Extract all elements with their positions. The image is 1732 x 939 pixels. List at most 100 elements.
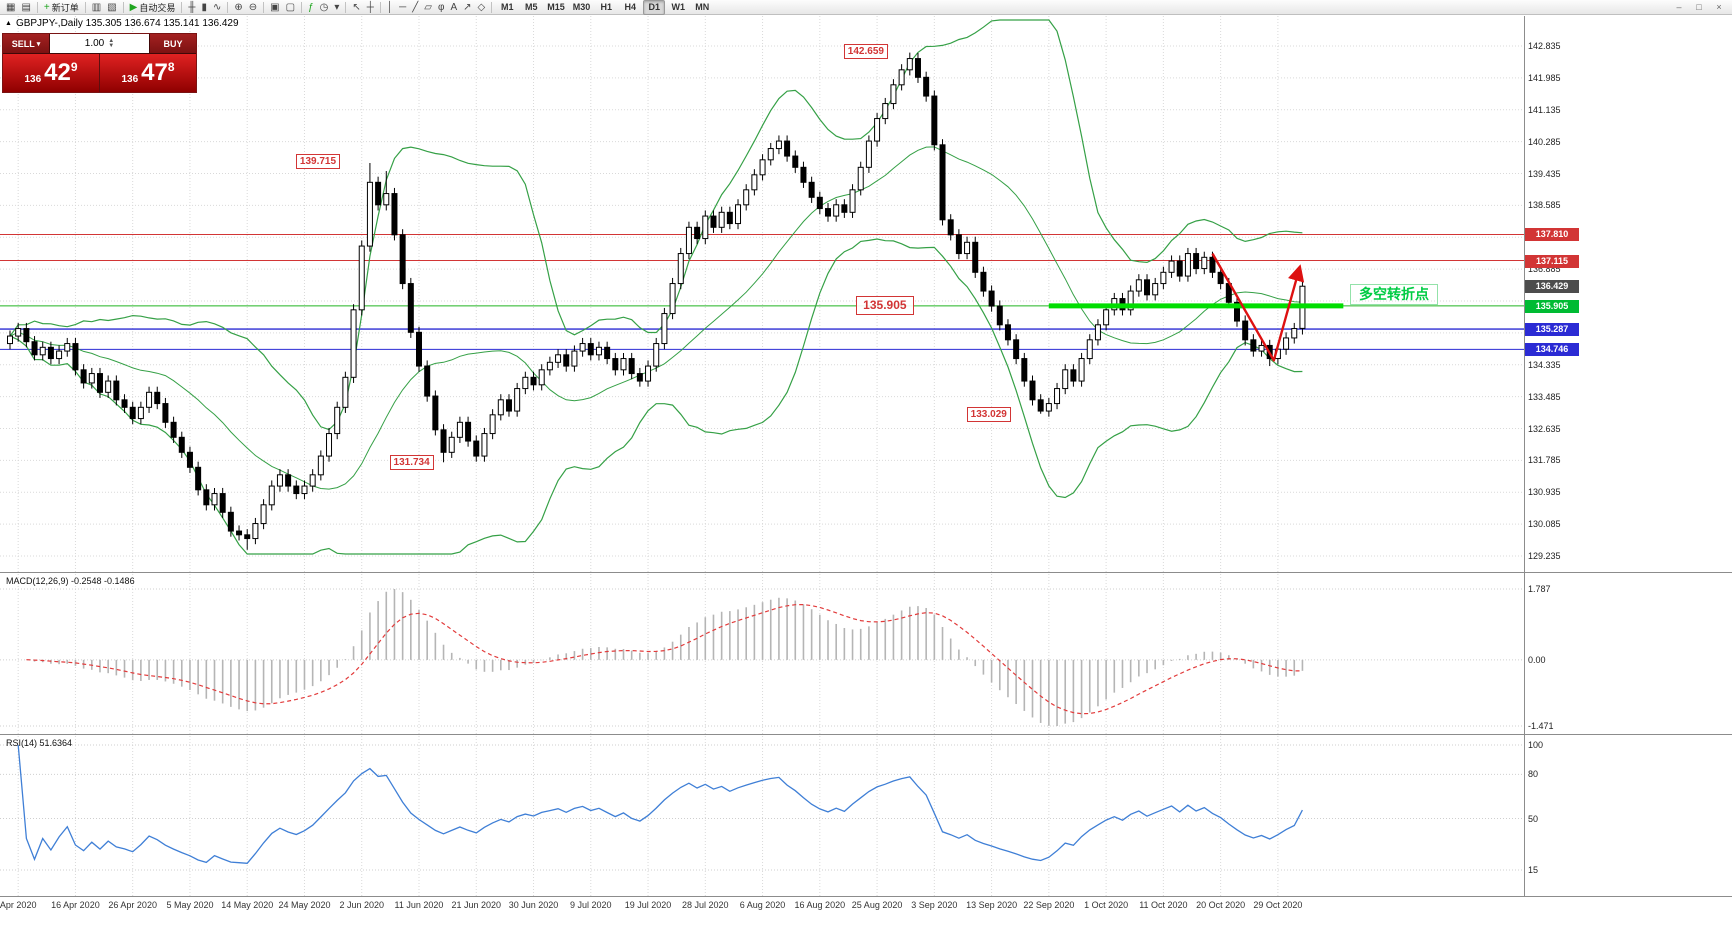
toolbar-separator <box>491 1 493 13</box>
chart-title-row: ▲ GBPJPY-,Daily 135.305 136.674 135.141 … <box>5 18 239 29</box>
price-callout-131.734[interactable]: 131.734 <box>389 455 434 471</box>
restore-button[interactable]: □ <box>1696 2 1702 12</box>
zoom-in-icon[interactable]: ⊕ <box>234 1 243 13</box>
price-callout-135.905[interactable]: 135.905 <box>856 295 914 315</box>
price-axis-tag-135.287: 135.287 <box>1525 323 1579 337</box>
indicators-icon[interactable]: ƒ <box>308 1 314 13</box>
main-toolbar: ▦ ▤ + 新订单 ▥ ▧ ▶ 自动交易 ╫ ▮ ∿ ⊕ ⊖ ▣ ▢ ƒ ◷ ▾ ↖ ┼ │ ─ ╱ ▱ φ A ↗ ◇ M1 M5 M15… <box>0 0 1732 15</box>
toolbar-separator <box>301 1 303 13</box>
timeframe-h1[interactable]: H1 <box>600 2 612 12</box>
line-chart-icon[interactable]: ∿ <box>213 1 222 13</box>
time-axis-label: 30 Jun 2020 <box>508 900 559 910</box>
price-axis-tick: 141.985 <box>1528 72 1561 83</box>
toolbar-separator <box>84 1 86 13</box>
sell-price-button[interactable]: 136 42 9 <box>3 54 99 92</box>
ask-pips: 47 <box>141 59 168 86</box>
macd-axis-zero: 0.00 <box>1528 654 1546 665</box>
shapes-icon[interactable]: ◇ <box>477 1 486 13</box>
time-axis-label: 25 Aug 2020 <box>851 900 903 910</box>
price-axis-tick: 129.235 <box>1528 551 1561 561</box>
price-axis-tag-134.746: 134.746 <box>1525 343 1579 357</box>
tile-windows-icon[interactable]: ▣ <box>270 1 280 13</box>
horizontal-line-icon[interactable]: ─ <box>399 1 407 13</box>
price-callout-139.715[interactable]: 139.715 <box>295 154 341 169</box>
price-axis-tag-136.429: 136.429 <box>1525 280 1579 294</box>
templates-icon[interactable]: ▾ <box>334 1 340 13</box>
volume-up-icon[interactable]: ▲ <box>108 37 115 44</box>
market-watch-icon[interactable]: ▥ <box>91 1 102 13</box>
turning-point-text-object[interactable]: 多空转折点 <box>1350 284 1438 305</box>
timeframe-h4[interactable]: H4 <box>624 2 636 12</box>
time-axis-label: 29 Oct 2020 <box>1253 900 1303 910</box>
sell-options-caret-icon[interactable]: ▾ <box>36 40 41 48</box>
timeframe-m30[interactable]: M30 <box>572 2 591 12</box>
price-axis-tick: 141.135 <box>1528 104 1561 115</box>
bid-big-figure: 136 <box>24 74 42 85</box>
time-axis-label: 3 Sep 2020 <box>911 900 958 910</box>
chart-title: GBPJPY-,Daily 135.305 136.674 135.141 13… <box>15 18 239 29</box>
periods-icon[interactable]: ◷ <box>319 1 329 13</box>
trendline-icon[interactable]: ╱ <box>412 1 419 13</box>
time-axis-label: 5 May 2020 <box>166 900 214 910</box>
price-axis-tick: 136.885 <box>1528 264 1561 275</box>
ask-point: 8 <box>167 60 175 74</box>
time-axis-label: 28 Jul 2020 <box>682 900 729 910</box>
minimize-button[interactable]: – <box>1676 2 1682 12</box>
price-axis-tick: 133.485 <box>1528 391 1561 402</box>
navigator-icon[interactable]: ▧ <box>107 1 117 13</box>
crosshair-icon[interactable]: ┼ <box>366 1 374 13</box>
one-click-trading-panel[interactable]: SELL ▾ 1.00 ▲ ▼ BUY 136 42 9 136 <box>2 33 197 93</box>
volume-down-icon[interactable]: ▼ <box>108 42 115 49</box>
time-axis-label: 14 May 2020 <box>221 900 274 910</box>
macd-indicator-label: MACD(12,26,9) -0.2548 -0.1486 <box>6 576 135 586</box>
timeframe-d1[interactable]: D1 <box>643 0 666 15</box>
channel-icon[interactable]: ▱ <box>424 1 432 13</box>
price-axis-tick: 132.635 <box>1528 423 1561 434</box>
timeframe-w1[interactable]: W1 <box>671 2 686 12</box>
time-axis-label: 2 Jun 2020 <box>339 900 384 910</box>
profiles-icon[interactable]: ▤ <box>21 1 31 13</box>
close-button[interactable]: × <box>1716 2 1722 12</box>
toolbar-separator <box>345 1 347 13</box>
price-callout-133.029[interactable]: 133.029 <box>966 406 1011 422</box>
price-callout-142.659[interactable]: 142.659 <box>843 43 888 59</box>
vertical-line-icon[interactable]: │ <box>386 1 394 13</box>
timeframe-m5[interactable]: M5 <box>524 2 538 12</box>
cursor-icon[interactable]: ↖ <box>352 1 361 13</box>
buy-button[interactable]: BUY <box>150 34 196 53</box>
price-axis-tick: 131.785 <box>1528 455 1561 466</box>
arrows-icon[interactable]: ↗ <box>463 1 472 13</box>
price-axis-tick: 138.585 <box>1528 200 1561 211</box>
candlestick-chart-icon[interactable]: ▮ <box>201 1 207 13</box>
toolbar-separator <box>36 1 38 13</box>
price-axis-tick: 130.935 <box>1528 487 1561 498</box>
autotrading-button[interactable]: ▶ 自动交易 <box>129 1 176 13</box>
sell-button-label: SELL <box>11 38 35 49</box>
new-chart-icon[interactable]: ▦ <box>6 1 16 13</box>
volume-input[interactable]: 1.00 ▲ ▼ <box>49 34 150 53</box>
rsi-axis-level: 100 <box>1528 740 1544 750</box>
time-axis-label: 6 Aug 2020 <box>739 900 786 910</box>
one-click-collapse-arrow[interactable]: ▲ <box>5 20 12 27</box>
buy-button-label: BUY <box>163 38 183 49</box>
toolbar-separator <box>227 1 229 13</box>
fibonacci-icon[interactable]: φ <box>437 1 445 13</box>
text-icon[interactable]: A <box>450 1 458 13</box>
sell-button[interactable]: SELL ▾ <box>3 34 49 53</box>
bar-chart-icon[interactable]: ╫ <box>188 1 196 13</box>
time-axis-label: 16 Aug 2020 <box>794 900 846 910</box>
time-axis-label: 24 May 2020 <box>278 900 331 910</box>
cascade-windows-icon[interactable]: ▢ <box>285 1 296 13</box>
time-axis-label: 11 Oct 2020 <box>1139 900 1188 910</box>
bid-pips: 42 <box>44 59 71 86</box>
timeframe-m1[interactable]: M1 <box>500 2 514 12</box>
timeframe-m15[interactable]: M15 <box>547 2 565 12</box>
volume-stepper[interactable]: ▲ ▼ <box>108 37 115 49</box>
timeframe-mn[interactable]: MN <box>695 2 710 12</box>
zoom-out-icon[interactable]: ⊖ <box>248 1 258 13</box>
toolbar-separator <box>181 1 183 13</box>
buy-price-button[interactable]: 136 47 8 <box>100 54 196 92</box>
new-order-button[interactable]: + 新订单 <box>43 1 79 13</box>
